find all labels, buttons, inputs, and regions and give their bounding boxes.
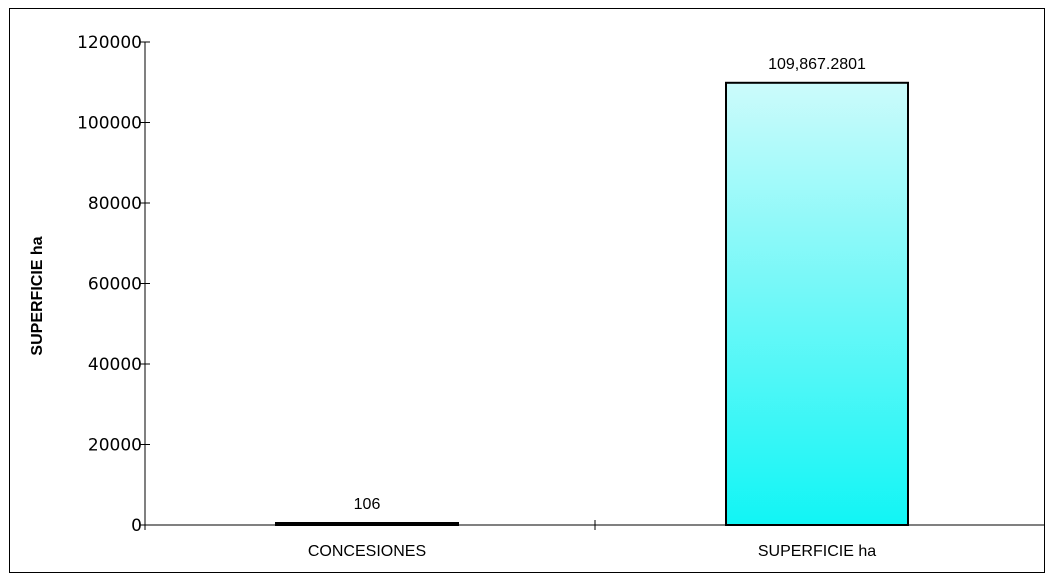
y-tick-label: 0 xyxy=(131,516,142,536)
bar-superficie-ha xyxy=(725,81,909,526)
y-tick-label: 20000 xyxy=(88,436,142,456)
y-tick-label: 60000 xyxy=(88,275,142,295)
data-label: 106 xyxy=(354,496,381,513)
y-tick-label: 80000 xyxy=(88,194,142,214)
y-tick-label: 100000 xyxy=(77,114,142,134)
y-tick-label: 40000 xyxy=(88,355,142,375)
y-axis-title: SUPERFICIE ha xyxy=(29,236,46,355)
data-label: 109,867.2801 xyxy=(768,56,866,73)
bar-concesiones xyxy=(275,522,459,526)
x-category-label: CONCESIONES xyxy=(308,543,426,560)
x-category-label: SUPERFICIE ha xyxy=(758,543,876,560)
y-tick-label: 120000 xyxy=(77,33,142,53)
